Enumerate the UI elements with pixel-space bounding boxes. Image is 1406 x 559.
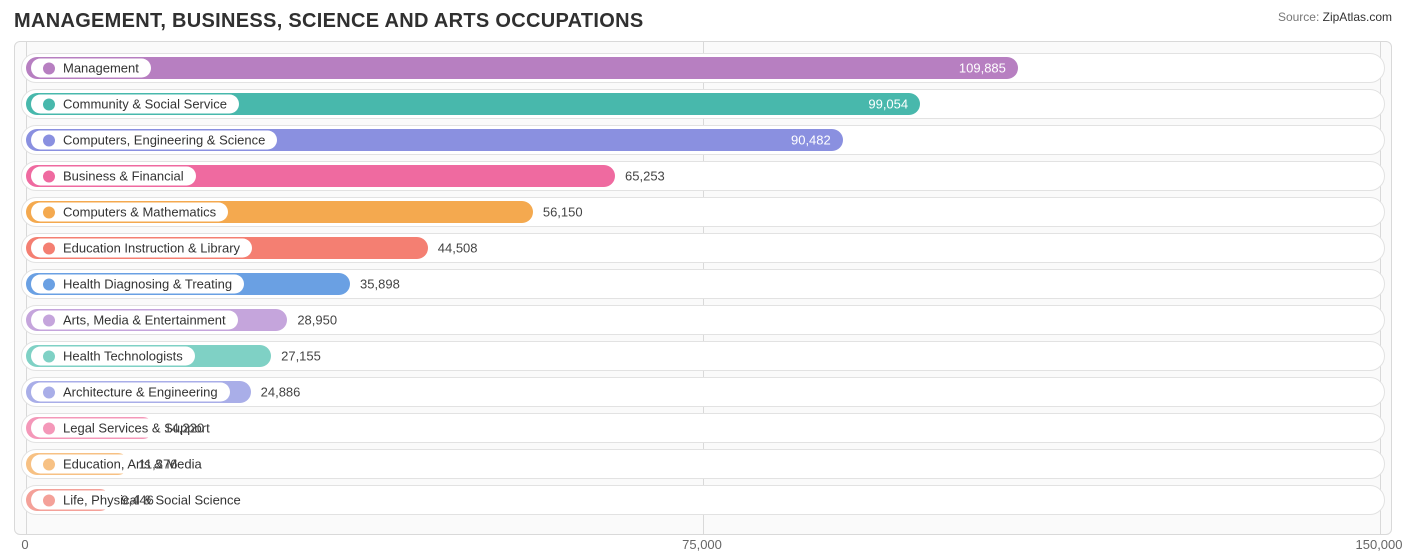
legend-dot-icon — [43, 350, 55, 362]
category-label: Computers & Mathematics — [63, 205, 216, 220]
bar-row: Computers & Mathematics 56,150 — [21, 194, 1385, 230]
legend-dot-icon — [43, 314, 55, 326]
category-pill: Health Technologists — [31, 347, 195, 366]
category-pill: Education, Arts & Media — [31, 455, 214, 474]
value-label: 14,220 — [154, 421, 204, 436]
bar-row: Computers, Engineering & Science90,482 — [21, 122, 1385, 158]
category-label: Health Diagnosing & Treating — [63, 277, 232, 292]
bars-layer: Management109,885Community & Social Serv… — [15, 42, 1391, 534]
bar-row: Management109,885 — [21, 50, 1385, 86]
bar-row: Health Diagnosing & Treating 35,898 — [21, 266, 1385, 302]
x-tick-label: 0 — [21, 537, 28, 552]
bar-row: Business & Financial 65,253 — [21, 158, 1385, 194]
legend-dot-icon — [43, 386, 55, 398]
source-label: Source: — [1278, 10, 1319, 24]
chart-container: MANAGEMENT, BUSINESS, SCIENCE AND ARTS O… — [0, 0, 1406, 559]
legend-dot-icon — [43, 278, 55, 290]
value-label: 24,886 — [251, 385, 301, 400]
category-label: Arts, Media & Entertainment — [63, 313, 226, 328]
chart-title: MANAGEMENT, BUSINESS, SCIENCE AND ARTS O… — [14, 10, 643, 33]
category-pill: Computers & Mathematics — [31, 203, 228, 222]
category-label: Architecture & Engineering — [63, 385, 218, 400]
category-pill: Health Diagnosing & Treating — [31, 275, 244, 294]
bar-row: Education, Arts & Media11,376 — [21, 446, 1385, 482]
bar-row: Education Instruction & Library 44,508 — [21, 230, 1385, 266]
category-label: Business & Financial — [63, 169, 184, 184]
value-label: 65,253 — [615, 169, 665, 184]
value-label: 11,376 — [129, 457, 178, 472]
plot-area: Management109,885Community & Social Serv… — [14, 41, 1392, 535]
bar-track — [21, 449, 1385, 479]
value-label: 90,482 — [26, 133, 843, 148]
value-label: 56,150 — [533, 205, 583, 220]
legend-dot-icon — [43, 206, 55, 218]
legend-dot-icon — [43, 170, 55, 182]
value-label: 27,155 — [271, 349, 321, 364]
bar-track — [21, 413, 1385, 443]
category-pill: Architecture & Engineering — [31, 383, 230, 402]
bar-row: Arts, Media & Entertainment 28,950 — [21, 302, 1385, 338]
value-label: 99,054 — [26, 97, 920, 112]
x-axis: 075,000150,000 — [14, 537, 1392, 555]
x-tick-label: 75,000 — [682, 537, 722, 552]
category-pill: Business & Financial — [31, 167, 196, 186]
category-pill: Education Instruction & Library — [31, 239, 252, 258]
category-label: Education Instruction & Library — [63, 241, 240, 256]
bar-row: Life, Physical & Social Science9,446 — [21, 482, 1385, 518]
legend-dot-icon — [43, 494, 55, 506]
bar-row: Health Technologists 27,155 — [21, 338, 1385, 374]
legend-dot-icon — [43, 422, 55, 434]
legend-dot-icon — [43, 458, 55, 470]
bar-row: Legal Services & Support14,220 — [21, 410, 1385, 446]
category-pill: Arts, Media & Entertainment — [31, 311, 238, 330]
value-label: 9,446 — [111, 493, 154, 508]
value-label: 109,885 — [26, 61, 1018, 76]
bar-row: Architecture & Engineering 24,886 — [21, 374, 1385, 410]
chart-header: MANAGEMENT, BUSINESS, SCIENCE AND ARTS O… — [14, 10, 1392, 33]
chart-source: Source: ZipAtlas.com — [1278, 10, 1392, 24]
source-value: ZipAtlas.com — [1323, 10, 1392, 24]
value-label: 35,898 — [350, 277, 400, 292]
x-tick-label: 150,000 — [1356, 537, 1403, 552]
value-label: 28,950 — [287, 313, 337, 328]
legend-dot-icon — [43, 242, 55, 254]
value-label: 44,508 — [428, 241, 478, 256]
category-label: Health Technologists — [63, 349, 183, 364]
bar-row: Community & Social Service99,054 — [21, 86, 1385, 122]
